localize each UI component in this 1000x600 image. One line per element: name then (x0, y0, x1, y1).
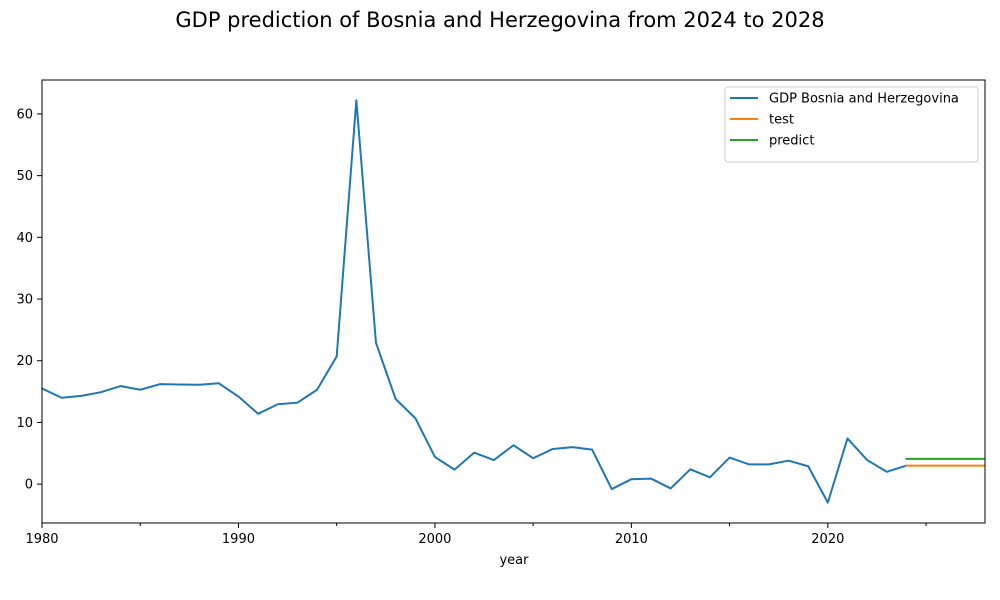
legend-label-predict: predict (769, 134, 814, 149)
series-layer (42, 99, 985, 504)
plot-frame (41, 79, 986, 524)
axes-layer: 1980 1990 2000 2010 2020 0 10 20 30 40 50 60 (16, 79, 986, 547)
y-tick-label-10: 10 (16, 416, 33, 431)
x-tick-label-1990: 1990 (222, 532, 255, 547)
series-line-gdp-bosnia-and-herzegovina (42, 99, 908, 504)
y-tick-label-0: 0 (25, 478, 33, 493)
legend: GDP Bosnia and Herzegovina test predict (724, 86, 979, 163)
chart-title: GDP prediction of Bosnia and Herzegovina… (175, 8, 824, 32)
y-tick-label-60: 60 (16, 107, 33, 122)
legend-label-gdp-bosnia-and-herzegovina: GDP Bosnia and Herzegovina (769, 92, 959, 107)
x-tick-label-2020: 2020 (811, 532, 844, 547)
y-tick-label-30: 30 (16, 293, 33, 308)
y-tick-label-50: 50 (16, 169, 33, 184)
x-tick-label-2010: 2010 (615, 532, 648, 547)
y-tick-label-40: 40 (16, 231, 33, 246)
x-tick-label-1980: 1980 (25, 532, 58, 547)
x-tick-label-2000: 2000 (418, 532, 451, 547)
legend-label-test: test (769, 113, 794, 128)
y-tick-label-20: 20 (16, 354, 33, 369)
x-axis-label: year (499, 553, 529, 568)
legend-box (724, 86, 979, 163)
